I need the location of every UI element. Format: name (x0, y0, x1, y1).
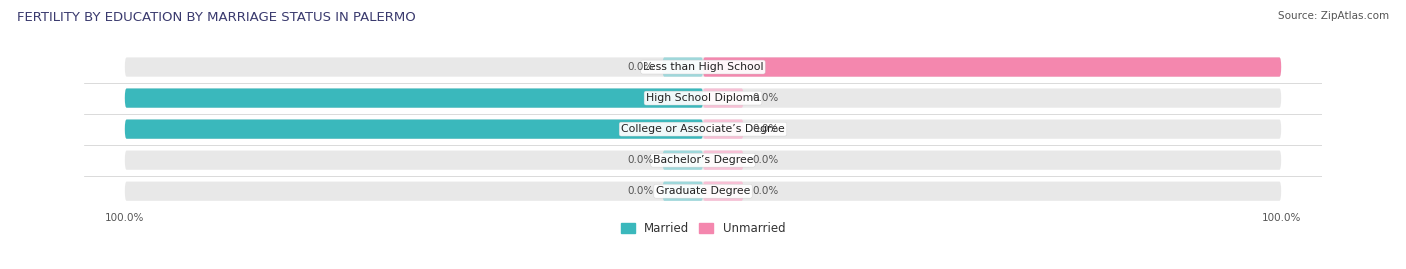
Text: 0.0%: 0.0% (752, 124, 779, 134)
FancyBboxPatch shape (125, 57, 1281, 77)
Text: Less than High School: Less than High School (643, 62, 763, 72)
FancyBboxPatch shape (703, 89, 744, 108)
Text: 0.0%: 0.0% (627, 186, 654, 196)
Text: 100.0%: 100.0% (73, 93, 117, 103)
Text: Source: ZipAtlas.com: Source: ZipAtlas.com (1278, 11, 1389, 21)
FancyBboxPatch shape (703, 182, 744, 201)
FancyBboxPatch shape (125, 119, 703, 139)
Text: High School Diploma: High School Diploma (647, 93, 759, 103)
FancyBboxPatch shape (125, 89, 703, 108)
Text: 0.0%: 0.0% (752, 93, 779, 103)
Text: College or Associate’s Degree: College or Associate’s Degree (621, 124, 785, 134)
FancyBboxPatch shape (662, 182, 703, 201)
FancyBboxPatch shape (125, 182, 1281, 201)
Text: 100.0%: 100.0% (1289, 62, 1333, 72)
Text: 0.0%: 0.0% (627, 155, 654, 165)
Text: 0.0%: 0.0% (752, 155, 779, 165)
FancyBboxPatch shape (125, 89, 1281, 108)
FancyBboxPatch shape (662, 151, 703, 170)
Text: Graduate Degree: Graduate Degree (655, 186, 751, 196)
Text: 0.0%: 0.0% (627, 62, 654, 72)
FancyBboxPatch shape (662, 57, 703, 77)
Text: Bachelor’s Degree: Bachelor’s Degree (652, 155, 754, 165)
FancyBboxPatch shape (125, 151, 1281, 170)
FancyBboxPatch shape (703, 119, 744, 139)
Text: 0.0%: 0.0% (752, 186, 779, 196)
FancyBboxPatch shape (703, 57, 1281, 77)
FancyBboxPatch shape (125, 119, 1281, 139)
Text: 100.0%: 100.0% (73, 124, 117, 134)
Legend: Married, Unmarried: Married, Unmarried (616, 217, 790, 239)
FancyBboxPatch shape (703, 151, 744, 170)
Text: FERTILITY BY EDUCATION BY MARRIAGE STATUS IN PALERMO: FERTILITY BY EDUCATION BY MARRIAGE STATU… (17, 11, 416, 24)
